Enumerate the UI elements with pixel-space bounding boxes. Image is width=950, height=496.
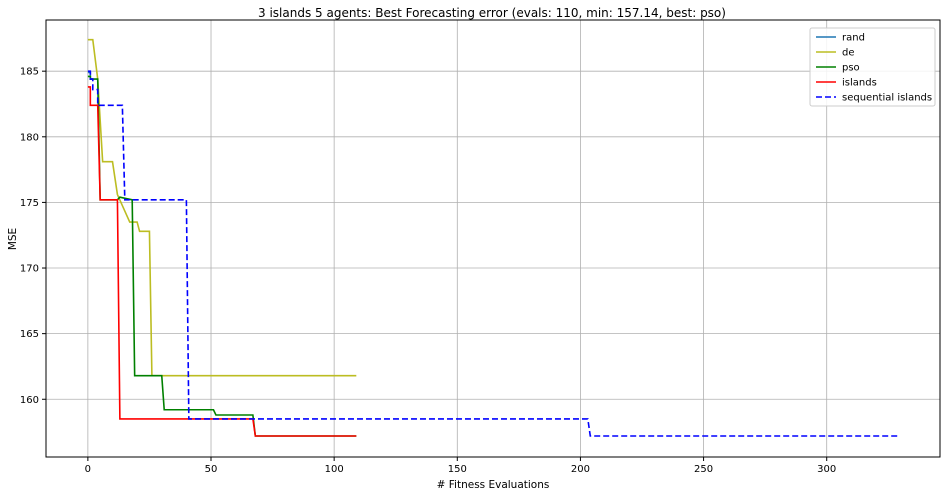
x-tick-label: 250	[694, 464, 713, 475]
x-tick-label: 200	[571, 464, 590, 475]
y-tick-label: 180	[20, 132, 39, 143]
series-line-pso	[87, 75, 357, 437]
legend-label: pso	[842, 63, 860, 74]
plot-frame	[45, 19, 941, 458]
legend: rand de pso islands sequential islands	[809, 27, 936, 107]
legend-label: rand	[842, 33, 865, 44]
x-tick-label: 100	[325, 464, 344, 475]
y-axis-label: MSE	[7, 228, 19, 250]
legend-box	[809, 27, 936, 107]
x-axis: 0 50 100 150 200 250 300	[85, 457, 836, 475]
chart-title: 3 islands 5 agents: Best Forecasting err…	[258, 6, 726, 20]
y-axis: 160 165 170 175 180 185	[20, 67, 46, 406]
legend-label: sequential islands	[842, 93, 932, 104]
x-tick-label: 50	[205, 464, 218, 475]
series-line-sequential-islands	[87, 70, 899, 437]
grid	[46, 20, 940, 457]
legend-label: islands	[842, 78, 877, 89]
series-line-islands	[87, 86, 357, 437]
y-tick-label: 185	[20, 67, 39, 78]
series-line-de	[87, 38, 357, 377]
x-tick-label: 150	[448, 464, 467, 475]
legend-label: de	[842, 48, 855, 59]
series-layer	[87, 38, 899, 437]
x-tick-label: 0	[85, 464, 91, 475]
x-axis-label: # Fitness Evaluations	[437, 479, 550, 491]
y-tick-label: 170	[20, 264, 39, 275]
y-tick-label: 165	[20, 329, 39, 340]
y-tick-label: 175	[20, 198, 39, 209]
x-tick-label: 300	[817, 464, 836, 475]
y-tick-label: 160	[20, 395, 39, 406]
